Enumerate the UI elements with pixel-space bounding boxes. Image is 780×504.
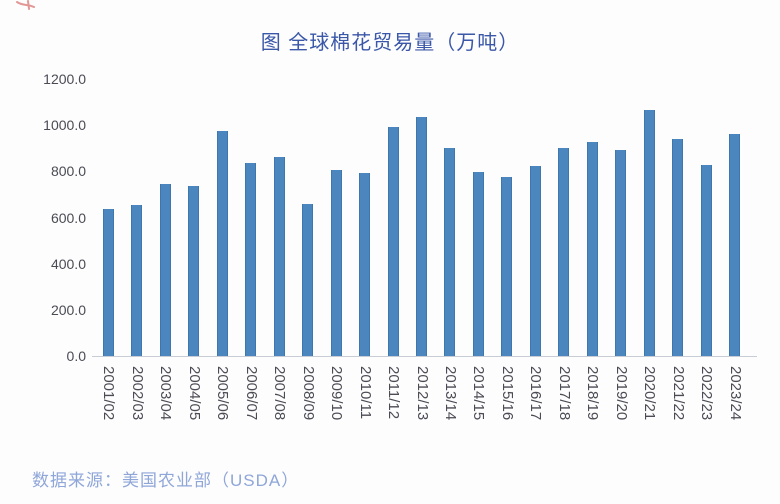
bar-2002/03 [131,205,143,356]
bar-2012/13 [416,117,427,356]
bar-2013/14 [444,148,456,356]
y-axis-tick-label: 800.0 [50,163,86,180]
bar-2003/04 [159,184,171,356]
bar-2018/19 [586,142,598,356]
bar-2004/05 [188,186,200,356]
bar-2022/23 [700,165,712,356]
bar-2011/12 [387,127,399,356]
bar-2007/08 [273,157,285,356]
data-source-note: 数据来源：美国农业部（USDA） [32,471,300,490]
x-axis-line [92,356,757,357]
bar-2015/16 [501,177,513,356]
bar-2014/15 [472,172,484,356]
y-axis-tick-label: 0.0 [66,348,86,364]
y-axis-tick-label: 400.0 [50,255,86,272]
x-axis-tick-label: 2023/24 [726,366,744,421]
y-axis-tick-label: 600.0 [50,209,86,226]
bar-2016/17 [529,166,541,356]
bar-2020/21 [643,110,655,356]
y-axis-tick-label: 1000.0 [43,117,86,134]
bar-2017/18 [558,148,570,356]
chart-title: 图 全球棉花贸易量（万吨） [260,32,520,54]
bar-2005/06 [216,131,228,356]
red-pen-mark-icon [16,0,35,10]
bar-2001/02 [102,209,114,356]
bar-2021/22 [672,139,684,356]
y-axis-tick-label: 200.0 [50,301,86,318]
bar-2019/20 [615,150,627,356]
bar-2023/24 [729,134,741,356]
bar-2009/10 [330,170,342,356]
y-axis-tick-label: 1200.0 [43,71,86,87]
bar-2006/07 [245,163,257,356]
bar-2010/11 [359,173,371,356]
bar-2008/09 [302,204,314,356]
